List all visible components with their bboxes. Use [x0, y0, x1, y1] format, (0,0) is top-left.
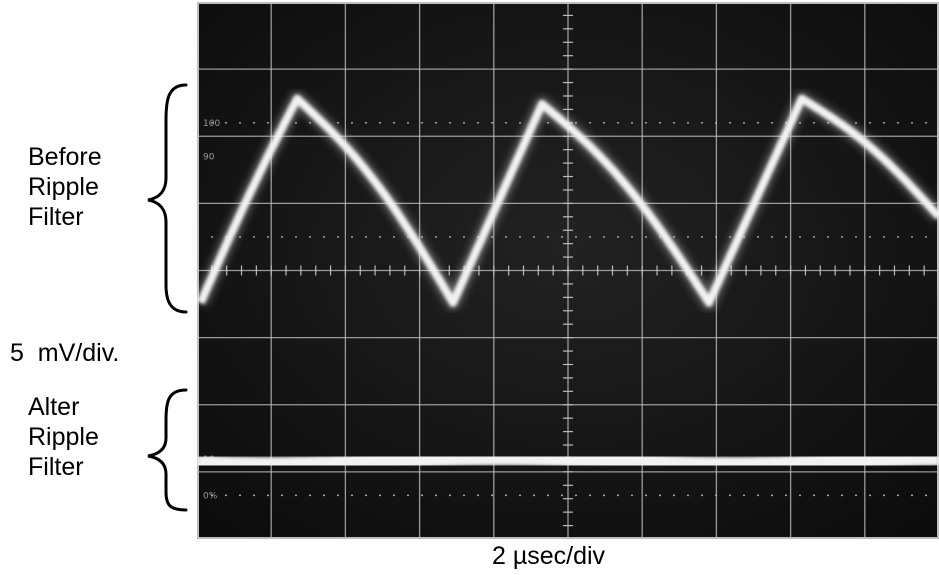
before-brace-icon — [147, 83, 188, 314]
bracket-braces — [147, 83, 188, 512]
reticle-label: 90 — [203, 153, 215, 163]
after-line-3: Filter — [28, 453, 84, 481]
before-line-1: Before — [28, 143, 102, 171]
reticle-label: 0% — [203, 492, 218, 502]
after-filter-label: Alter Ripple Filter — [28, 392, 99, 482]
before-line-2: Ripple — [28, 173, 99, 201]
after-line-2: Ripple — [28, 423, 99, 451]
vertical-scale-label: 5 mV/div. — [10, 339, 120, 367]
after-line-1: Alter — [28, 393, 80, 421]
before-filter-label: Before Ripple Filter — [28, 142, 102, 232]
before-line-3: Filter — [28, 203, 84, 231]
waveform-traces — [197, 70, 939, 500]
time-scale-label: 2 µsec/div — [492, 542, 606, 570]
reticle-label: 100 — [203, 119, 220, 129]
after-trace — [197, 449, 939, 474]
after-brace-icon — [147, 388, 188, 512]
